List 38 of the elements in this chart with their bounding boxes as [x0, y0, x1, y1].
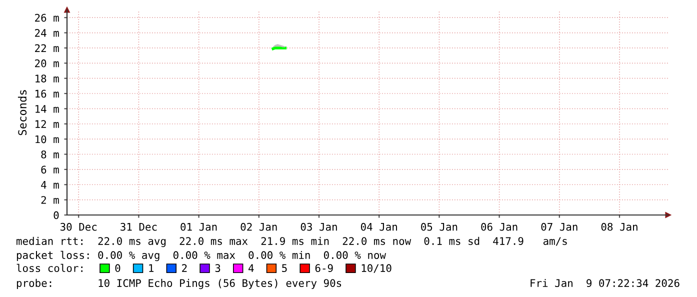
x-tick-label: 08 Jan	[601, 222, 638, 231]
legend-title: loss color:	[16, 264, 82, 272]
x-tick-label: 02 Jan	[240, 222, 277, 231]
x-tick-label: 04 Jan	[360, 222, 397, 231]
text: packet loss: 0.00 % avg 0.00 % max 0.00 % min 0.00 % now	[16, 250, 386, 262]
y-tick-label: 10 m	[36, 135, 59, 144]
x-tick-label: 05 Jan	[421, 222, 458, 231]
y-tick-label: 16 m	[36, 90, 59, 98]
y-tick-label: 2 m	[41, 196, 59, 204]
y-tick-label: 6 m	[41, 166, 59, 174]
legend-label: 0	[115, 264, 120, 272]
legend-label: 4	[248, 264, 254, 272]
legend-label: 10/10	[362, 264, 392, 273]
y-tick-label: 20 m	[35, 59, 59, 68]
y-tick-label: 18 m	[36, 74, 59, 82]
x-tick-label: 30 Dec	[60, 222, 97, 231]
text: Fri Jan 9 07:22:34 2026	[530, 278, 680, 288]
y-tick-label: 4 m	[41, 181, 59, 189]
y-tick-label: 12 m	[36, 120, 59, 128]
legend-label: 3	[215, 264, 220, 272]
legend-label: 6-9	[315, 264, 333, 272]
x-tick-label: 06 Jan	[481, 222, 518, 231]
y-tick-label: 14 m	[36, 105, 59, 113]
y-tick-label: 22 m	[35, 44, 59, 52]
y-tick-label: 0	[54, 211, 59, 220]
text: probe: 10 ICMP Echo Pings (56 Bytes) every 90s	[16, 278, 342, 290]
y-tick-label: 8 m	[41, 150, 59, 158]
text: median rtt: 22.0 ms avg 22.0 ms max 21.9 ms min 22.0 ms now 0.1 ms sd 417.9 am/s	[16, 236, 567, 248]
x-tick-label: 07 Jan	[541, 222, 578, 231]
legend-label: 5	[282, 264, 287, 272]
y-tick-label: 26 m	[35, 14, 59, 22]
legend-label: 2	[182, 264, 187, 272]
x-tick-label: 03 Jan	[300, 222, 337, 231]
x-tick-label: 31 Dec	[120, 222, 157, 231]
x-tick-label: 01 Jan	[180, 222, 217, 231]
legend-label: 1	[149, 264, 154, 272]
y-tick-label: 24 m	[35, 29, 59, 37]
y-axis-title: Seconds	[18, 90, 27, 136]
